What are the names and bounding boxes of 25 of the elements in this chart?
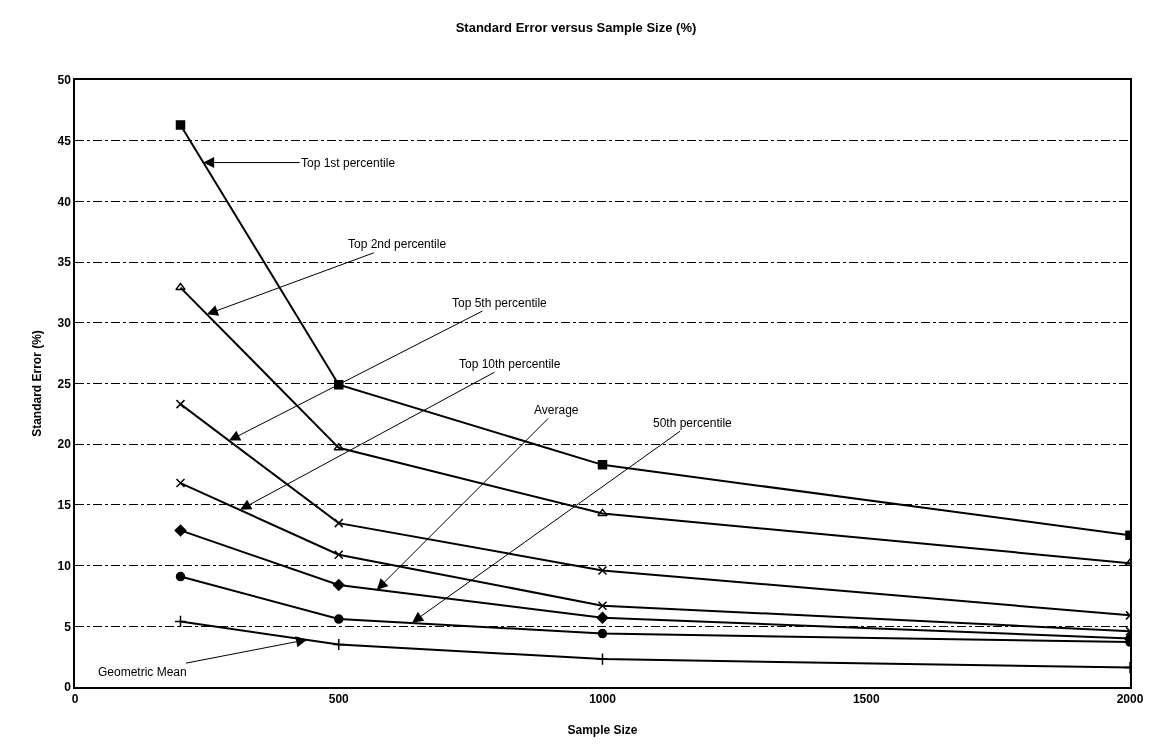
y-tick-label: 45 — [57, 133, 72, 148]
annotation: Top 5th percentile — [452, 296, 548, 310]
y-tick-label: 35 — [57, 255, 72, 270]
annotation: 50th percentile — [653, 416, 733, 430]
annotation: Geometric Mean — [98, 665, 187, 679]
y-tick-label: 25 — [57, 376, 72, 391]
annotation: Top 10th percentile — [459, 357, 561, 371]
x-axis-title: Sample Size — [567, 722, 638, 737]
y-tick-label: 20 — [57, 437, 72, 452]
chart-title: Standard Error versus Sample Size (%) — [455, 19, 697, 35]
x-tick-label: 1000 — [589, 692, 617, 707]
y-tick-label: 30 — [57, 316, 72, 330]
y-tick-label: 0 — [64, 680, 72, 695]
x-tick-label: 1500 — [852, 692, 880, 707]
y-tick-label: 50 — [57, 73, 72, 88]
y-tick-label: 15 — [57, 498, 72, 513]
annotation: Average — [534, 403, 579, 417]
annotation: Top 2nd percentile — [348, 237, 447, 251]
annotation: Top 1st percentile — [301, 156, 396, 170]
y-tick-label: 10 — [57, 558, 72, 573]
x-tick-label: 2000 — [1116, 692, 1144, 707]
y-tick-label: 5 — [64, 619, 72, 634]
y-tick-label: 40 — [57, 194, 72, 209]
y-axis-title: Standard Error (%) — [29, 330, 44, 437]
x-tick-label: 500 — [328, 692, 350, 707]
